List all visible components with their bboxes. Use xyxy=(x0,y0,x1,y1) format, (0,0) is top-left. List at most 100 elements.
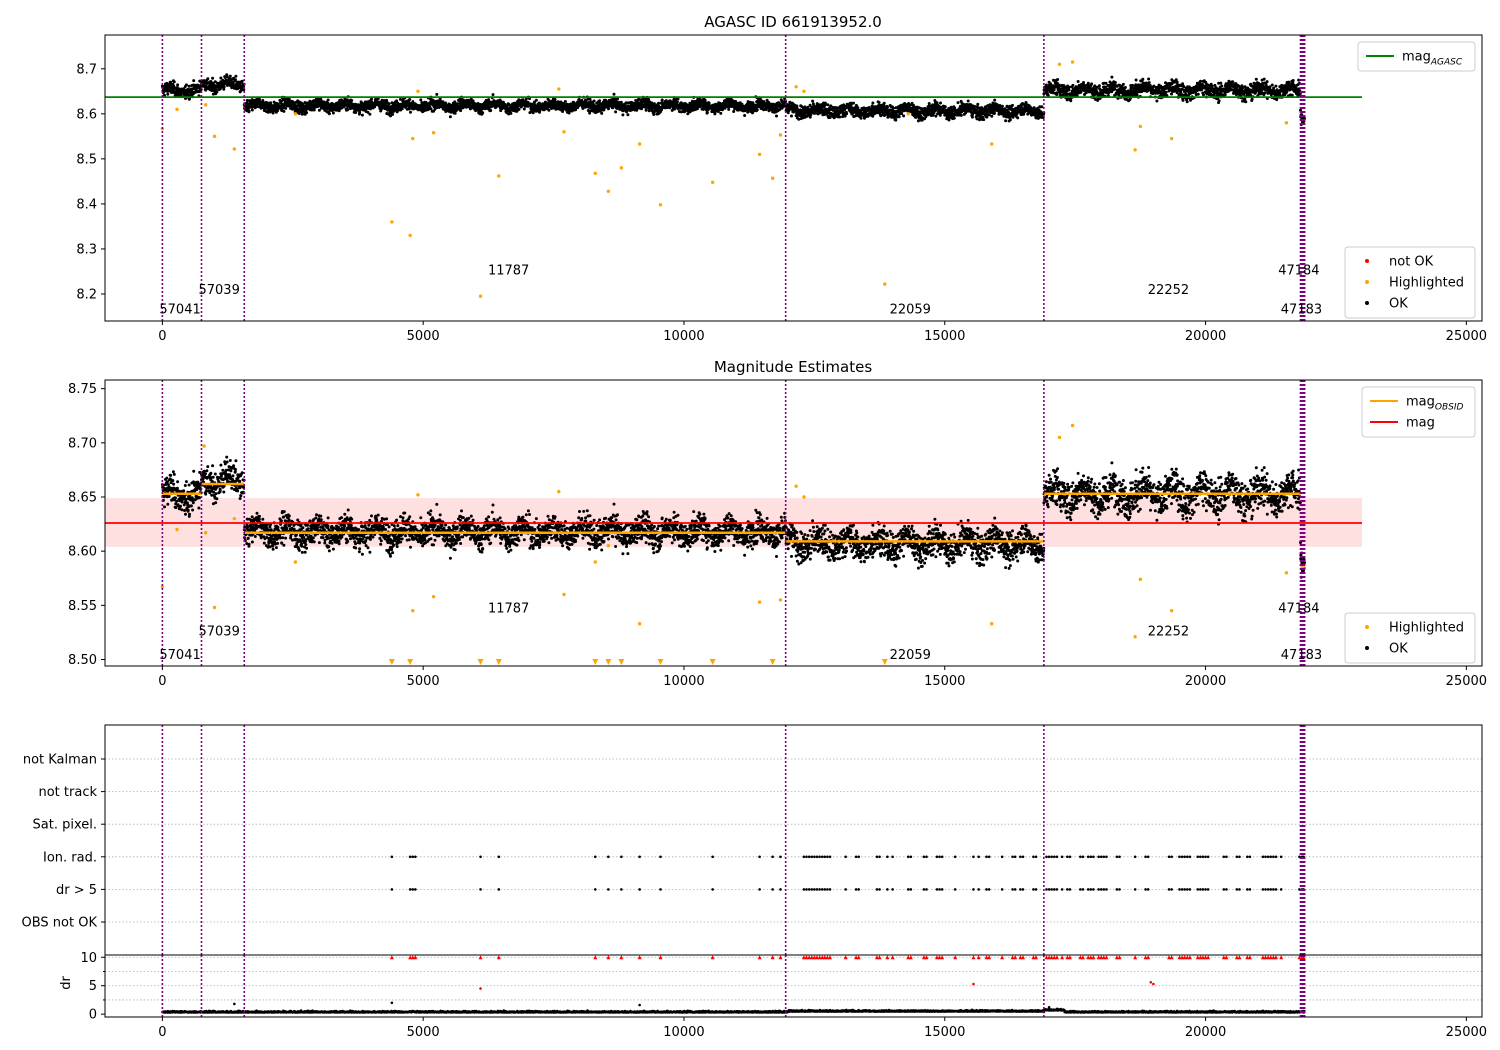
flag-event xyxy=(1144,888,1147,891)
clipped-point-marker xyxy=(769,659,776,665)
highlighted-point xyxy=(1070,423,1075,428)
flag-row-label: Sat. pixel. xyxy=(33,818,97,833)
y-tick-label: 8.4 xyxy=(76,197,97,212)
flag-row-label: not Kalman xyxy=(23,753,97,768)
flag-event xyxy=(1235,888,1239,891)
highlighted-point xyxy=(497,174,501,178)
flag-event xyxy=(1102,855,1106,859)
dr-capped-marker xyxy=(1060,955,1065,960)
obsid-annotation: 57041 xyxy=(159,302,200,317)
flag-event xyxy=(938,888,941,891)
flag-event xyxy=(1055,888,1059,891)
dr-capped-marker xyxy=(856,955,861,960)
y-tick-label: 8.5 xyxy=(76,152,97,167)
flag-event xyxy=(779,888,782,891)
flag-event xyxy=(1011,888,1014,891)
flag-event xyxy=(1118,855,1121,859)
flag-row-label: not track xyxy=(38,785,97,800)
flag-event xyxy=(607,888,610,891)
dr-capped-marker xyxy=(593,955,598,960)
clipped-point-marker xyxy=(657,659,664,665)
flag-event xyxy=(909,888,913,891)
dr-capped-marker xyxy=(1021,955,1025,960)
highlighted-point xyxy=(606,189,611,193)
legend-label-text: Highlighted xyxy=(1389,276,1464,291)
flag-event xyxy=(925,855,928,859)
highlighted-point xyxy=(637,622,642,626)
dr-capped-marker xyxy=(1268,955,1273,960)
highlighted-point xyxy=(658,203,663,207)
dr-capped-marker xyxy=(984,955,989,960)
flag-event xyxy=(1266,888,1270,891)
flag-event xyxy=(1000,855,1004,859)
dr-capped-marker xyxy=(1247,955,1252,960)
flag-event xyxy=(1099,855,1103,859)
dr-capped-marker xyxy=(408,955,413,960)
flag-event xyxy=(408,888,412,891)
highlighted-point xyxy=(478,294,483,298)
flag-event xyxy=(1188,888,1192,891)
dr-capped-marker xyxy=(770,955,775,960)
legend-label-text: not OK xyxy=(1389,255,1434,270)
flag-event xyxy=(805,888,808,891)
x-tick-label: 15000 xyxy=(924,674,965,689)
highlighted-point xyxy=(1057,62,1062,66)
flag-event xyxy=(1170,855,1173,859)
flag-event xyxy=(807,888,811,891)
flag-event xyxy=(1032,888,1035,891)
highlighted-point xyxy=(203,531,208,535)
legend-label-subscript: OBSID xyxy=(1435,403,1464,413)
dr-capped-marker xyxy=(1096,955,1101,960)
dr-capped-marker xyxy=(478,955,483,960)
flag-event xyxy=(1092,855,1095,859)
dr-capped-marker xyxy=(890,955,895,960)
dr-capped-marker xyxy=(1206,955,1211,960)
highlighted-point xyxy=(411,136,415,141)
flag-event xyxy=(1144,855,1147,859)
clipped-point-marker xyxy=(605,659,612,665)
dr-capped-marker xyxy=(1273,955,1278,960)
flag-event xyxy=(1019,855,1022,859)
flag-event xyxy=(802,855,806,859)
highlighted-point xyxy=(416,89,420,93)
flag-event xyxy=(1021,855,1025,859)
flags-panel: OBS not OK dr > 5 Ion. rad. Sat. pixel. not … xyxy=(22,725,1482,955)
dr-capped-marker xyxy=(1117,955,1122,960)
axes: 0 5000 10000 15000 20000 25000 0 5 10 xyxy=(80,951,1487,1040)
magnitude-estimates-panel: Magnitude Estimates 0 5000 10000 15000 20000… xyxy=(68,358,1487,689)
highlighted-point xyxy=(794,484,798,488)
flag-event xyxy=(1146,855,1150,859)
flag-event xyxy=(1167,855,1171,859)
flag-event xyxy=(1013,855,1017,859)
flag-event xyxy=(1196,855,1200,859)
flag-event xyxy=(844,888,847,891)
flag-event xyxy=(854,888,858,891)
dr-capped-marker xyxy=(1086,955,1091,960)
dr-capped-marker xyxy=(812,955,817,960)
dr-capped-marker xyxy=(1167,955,1172,960)
axes-frame xyxy=(104,724,1483,1018)
flag-event xyxy=(1269,855,1273,859)
highlighted-point xyxy=(593,171,597,175)
flag-event xyxy=(1264,855,1267,859)
dr-capped-marker xyxy=(828,955,833,960)
flag-event xyxy=(414,888,417,891)
flag-event xyxy=(953,888,957,891)
flag-event xyxy=(922,888,926,891)
flag-event xyxy=(1086,888,1090,891)
highlighted-point xyxy=(778,133,783,137)
dr-capped-marker xyxy=(1013,955,1018,960)
flag-event xyxy=(620,855,623,859)
dr-outlier xyxy=(638,1003,641,1007)
flag-event xyxy=(1118,888,1121,891)
highlighted-point xyxy=(802,495,806,499)
flag-event xyxy=(1000,888,1004,891)
legend-label: OK xyxy=(1389,642,1408,657)
legend-box xyxy=(1344,612,1476,664)
dr-capped-marker xyxy=(619,955,624,960)
dr-capped-marker xyxy=(809,955,814,960)
clipped-point-marker xyxy=(592,659,599,665)
flag-event xyxy=(1092,888,1095,891)
x-tick-label: 0 xyxy=(158,329,166,344)
y-tick-label: 8.2 xyxy=(76,287,97,302)
